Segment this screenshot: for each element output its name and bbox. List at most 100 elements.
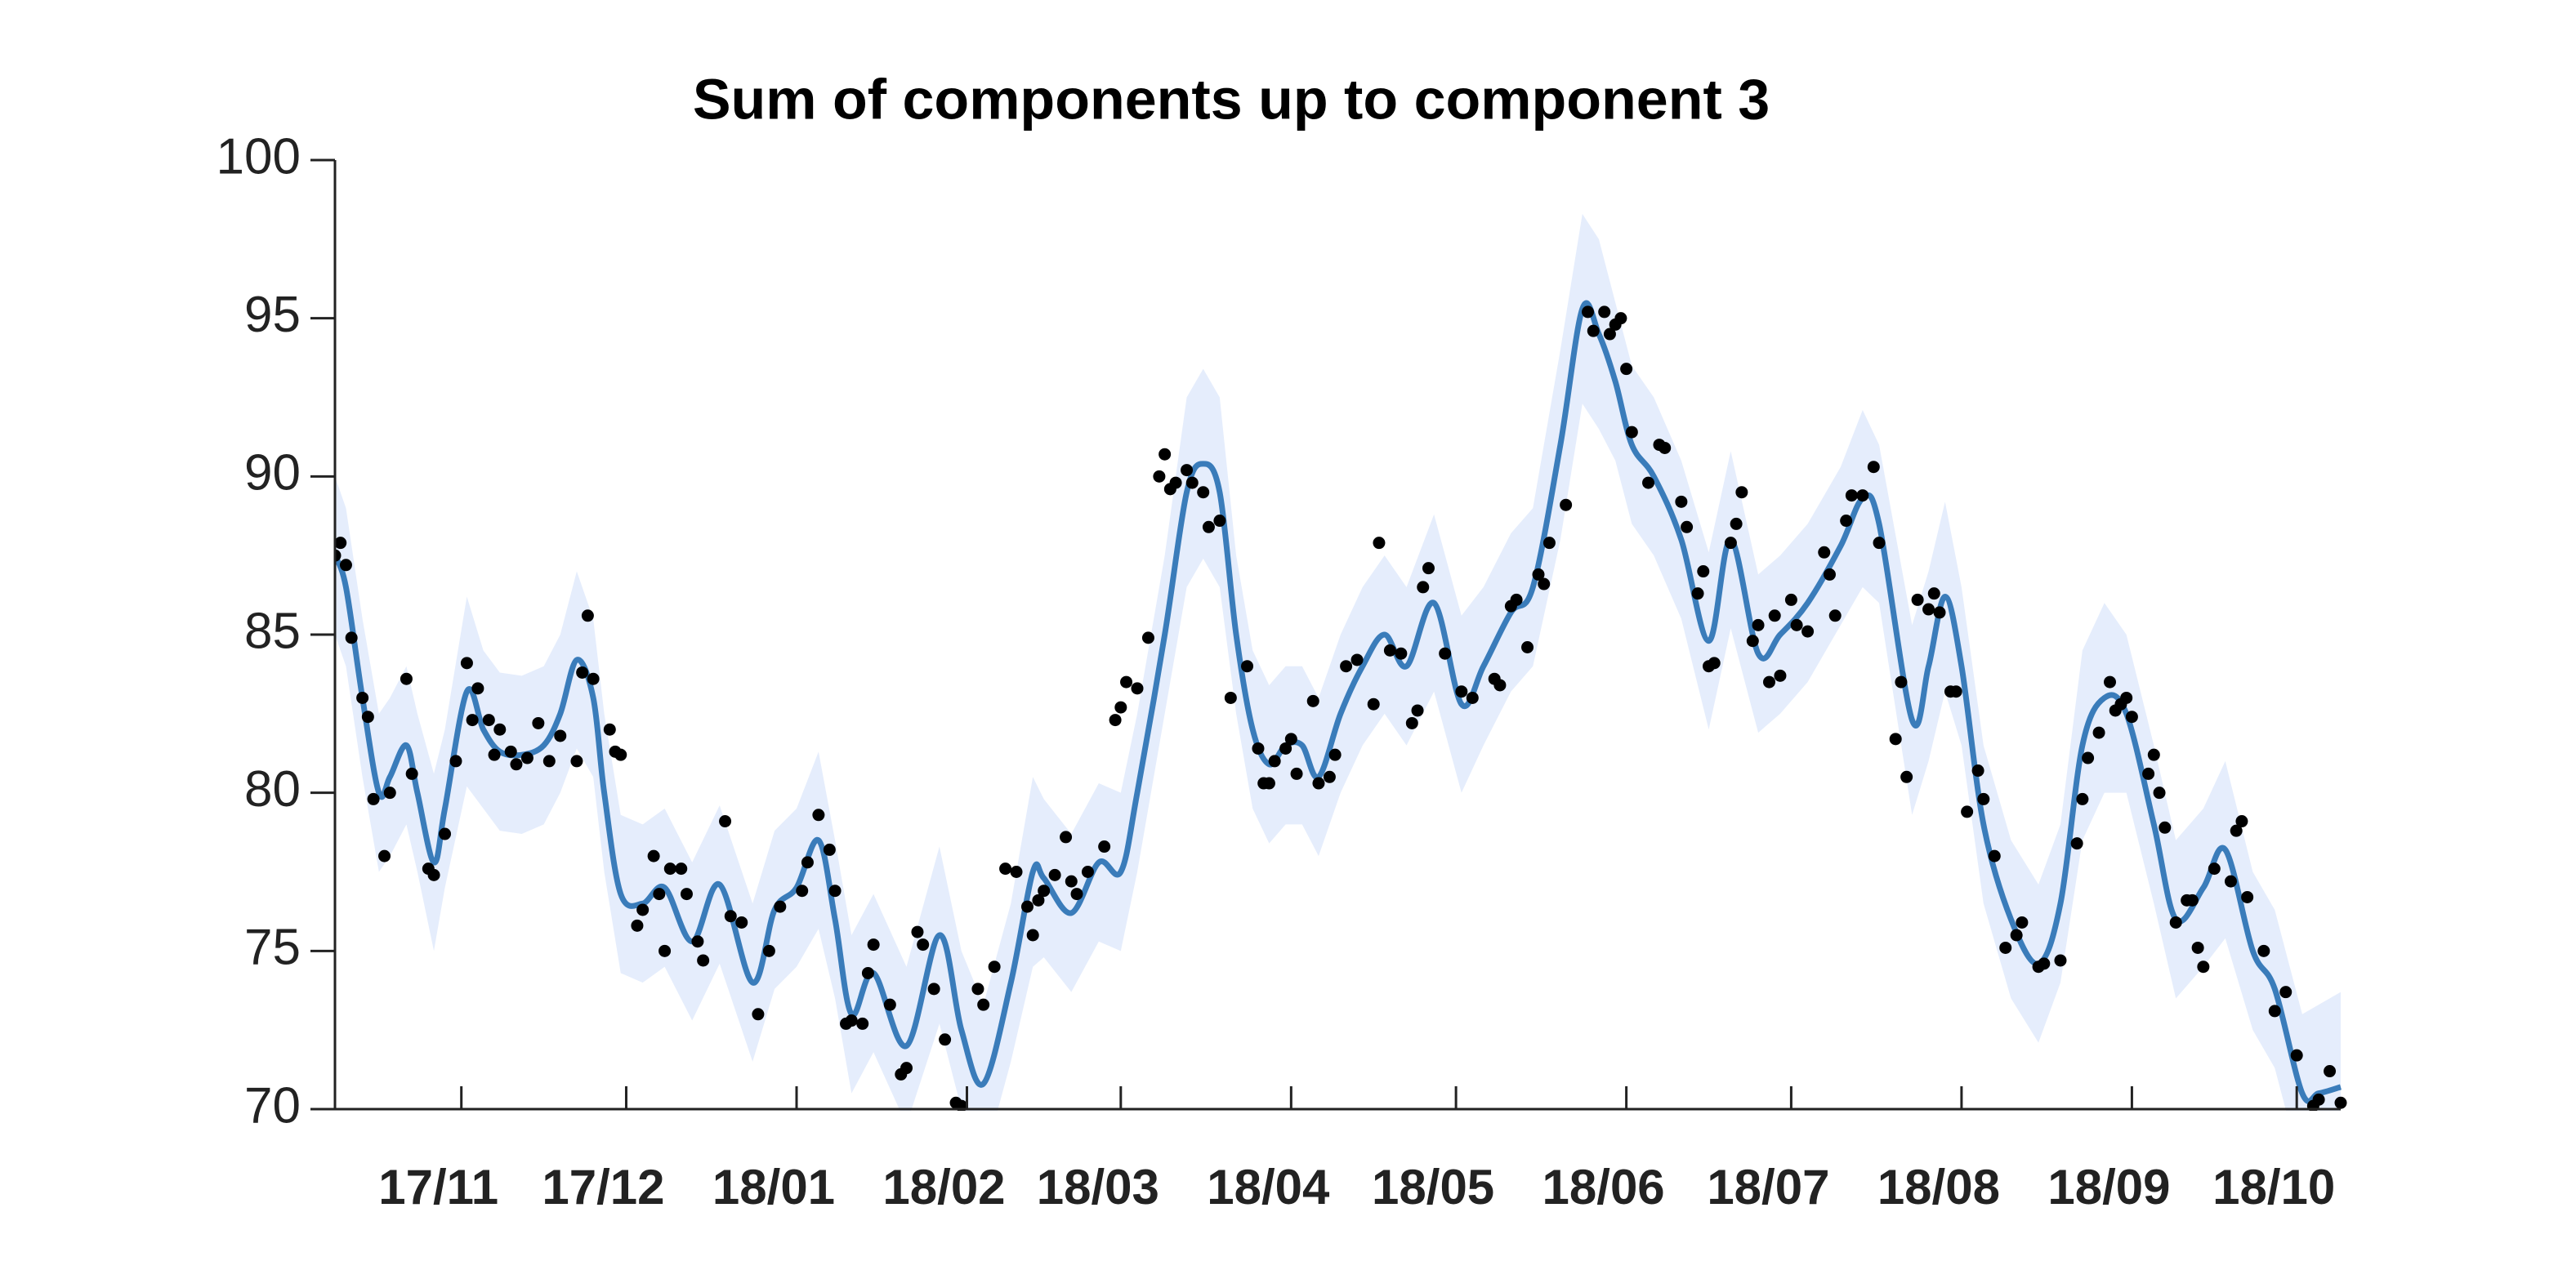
observation (570, 755, 583, 768)
observation (460, 657, 473, 670)
observation (1625, 426, 1638, 439)
observation (542, 755, 556, 768)
observation (361, 711, 374, 724)
observation (510, 758, 523, 771)
observation (2104, 675, 2117, 689)
observation (2208, 862, 2221, 876)
observation (1493, 679, 1507, 692)
observation (1762, 675, 1775, 689)
observation (1801, 625, 1815, 638)
observation (1949, 685, 1962, 698)
observation (1141, 631, 1154, 644)
observation (1895, 675, 1908, 689)
observation (1284, 733, 1297, 746)
observation (1977, 792, 1990, 805)
observation (861, 966, 874, 979)
observation (2038, 957, 2051, 970)
observation (1048, 868, 1061, 881)
observation (1306, 694, 1319, 707)
observation (856, 1017, 869, 1030)
observation (1999, 941, 2012, 954)
observation (488, 748, 501, 761)
observation (1768, 609, 1781, 622)
observation (614, 748, 627, 761)
observation (1020, 900, 1034, 913)
observation (2268, 1005, 2281, 1018)
observation (812, 809, 825, 822)
observation (1367, 697, 1380, 711)
observation (845, 1014, 858, 1027)
observation (356, 691, 369, 704)
observation (1466, 691, 1479, 704)
observation (1922, 603, 1935, 616)
observation (1790, 618, 1803, 631)
observation (1279, 742, 1292, 755)
y-tick-label: 80 (244, 761, 301, 818)
observation (471, 682, 484, 695)
observation (1351, 653, 1364, 666)
observation (2016, 916, 2029, 929)
observation (697, 954, 710, 967)
observation (1202, 520, 1215, 533)
observation (647, 849, 660, 862)
observation (823, 843, 836, 856)
observation (1582, 305, 1595, 319)
x-tick-label: 18/04 (1207, 1160, 1330, 1214)
observation (1373, 537, 1386, 550)
observation (1510, 593, 1523, 606)
observation (449, 755, 462, 768)
observation (1114, 701, 1127, 714)
observation (1659, 441, 1672, 454)
observation (1131, 682, 1144, 695)
observation (1290, 767, 1303, 780)
observation (663, 862, 676, 876)
observation (1560, 498, 1573, 511)
observation (1120, 675, 1133, 689)
observation (2334, 1096, 2347, 1109)
observation (1603, 328, 1616, 341)
x-tick-label: 17/12 (542, 1160, 664, 1214)
observation (1538, 577, 1551, 591)
observation (400, 672, 413, 685)
plot-area (335, 213, 2347, 1111)
chart-title: Sum of components up to component 3 (693, 67, 1770, 131)
observation (1241, 660, 1254, 673)
observation (1422, 562, 1435, 575)
observation (466, 714, 479, 727)
observation (1185, 476, 1199, 489)
observation (1642, 476, 1655, 489)
observation (1735, 486, 1748, 499)
observation (1417, 581, 1430, 594)
y-tick-label: 85 (244, 603, 301, 659)
observation (1312, 777, 1325, 790)
observation (1927, 587, 1940, 600)
observation (1867, 461, 1880, 474)
observation (2235, 815, 2248, 828)
observation (603, 723, 616, 736)
observation (1691, 587, 1704, 600)
observation (1988, 849, 2001, 862)
observation (971, 983, 984, 996)
observation (1159, 448, 1172, 461)
observation (2076, 792, 2089, 805)
observation (1383, 644, 1396, 657)
observation (1873, 537, 1886, 550)
observation (1774, 669, 1787, 682)
observation (2257, 944, 2270, 957)
observation (724, 910, 737, 923)
x-tick-label: 17/11 (378, 1160, 498, 1214)
observation (1405, 716, 1418, 729)
observation (1323, 770, 1336, 783)
observation (1933, 606, 1946, 619)
observation (911, 925, 924, 938)
observation (1840, 515, 1853, 528)
observation (653, 888, 666, 901)
observation (1746, 635, 1759, 648)
observation (867, 938, 880, 952)
observation (532, 716, 545, 729)
observation (383, 787, 396, 800)
observation (504, 745, 517, 758)
observation (1038, 885, 1051, 898)
